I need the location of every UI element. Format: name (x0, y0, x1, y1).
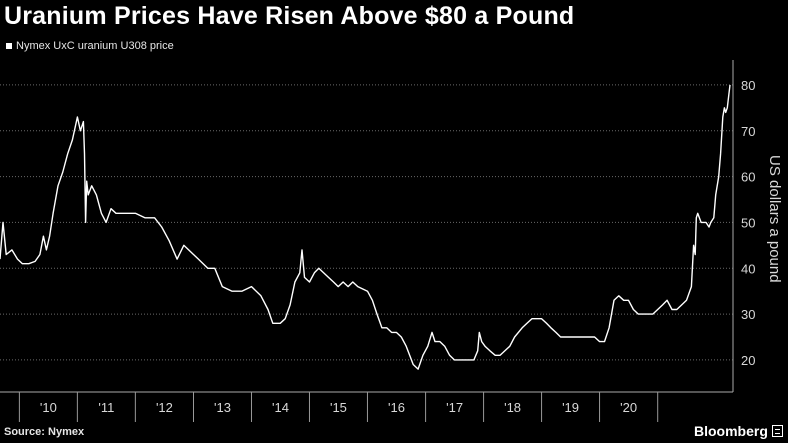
x-tick-label-2019: '19 (562, 400, 579, 415)
brand-logo: Bloomberg (694, 423, 783, 439)
x-tick-label-2011: '11 (98, 400, 114, 415)
x-tick-label-2015: '15 (330, 400, 347, 415)
series-line-0 (0, 84, 731, 370)
source-note: Source: Nymex (4, 426, 85, 438)
y-tick-label-30: 30 (741, 307, 755, 322)
legend-swatch-icon (6, 43, 12, 49)
brand-name: Bloomberg (694, 423, 768, 439)
legend: Nymex UxC uranium U308 price (6, 40, 174, 52)
x-tick-label-2016: '16 (388, 400, 405, 415)
x-tick-label-2012: '12 (156, 400, 173, 415)
x-tick-label-2017: '17 (446, 400, 463, 415)
x-tick-label-2020: '20 (620, 400, 637, 415)
y-tick-label-40: 40 (741, 261, 755, 276)
x-tick-label-2010: '10 (40, 400, 57, 415)
terminal-icon (771, 425, 783, 437)
y-tick-label-70: 70 (741, 124, 755, 139)
x-tick-label-2013: '13 (214, 400, 231, 415)
y-axis-label: US dollars a pound (766, 155, 783, 283)
grid-lines (0, 84, 733, 361)
y-tick-label-20: 20 (741, 353, 755, 368)
axes (0, 60, 734, 422)
y-tick-label-50: 50 (741, 215, 755, 230)
x-tick-label-2014: '14 (272, 400, 289, 415)
tick-labels: 20 30 40 50 60 70 80 '10 '11 '12 '13 '14 '15 '16 '17 '1… (40, 78, 756, 415)
y-tick-label-80: 80 (741, 78, 755, 93)
chart-title: Uranium Prices Have Risen Above $80 a Po… (4, 2, 575, 30)
y-tick-label-60: 60 (741, 170, 755, 185)
legend-label: Nymex UxC uranium U308 price (16, 40, 174, 52)
x-tick-label-2018: '18 (504, 400, 521, 415)
series-layer (0, 84, 731, 370)
